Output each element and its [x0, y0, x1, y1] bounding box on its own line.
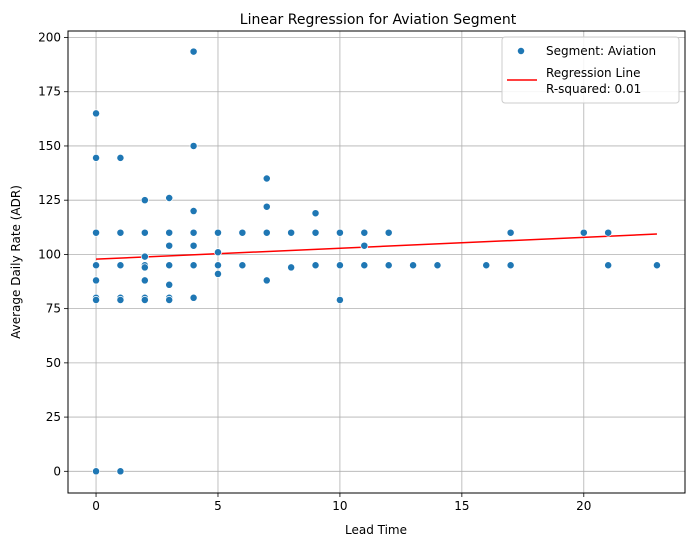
scatter-point	[604, 228, 613, 237]
scatter-point	[506, 228, 515, 237]
scatter-point	[482, 261, 491, 270]
scatter-point	[433, 261, 442, 270]
scatter-point	[384, 228, 393, 237]
scatter-point	[409, 261, 418, 270]
scatter-point	[116, 153, 125, 162]
x-tick-label: 15	[454, 499, 469, 513]
scatter-point	[165, 228, 174, 237]
scatter-point	[384, 261, 393, 270]
scatter-point	[214, 248, 222, 257]
scatter-point	[140, 263, 149, 272]
x-tick-label: 20	[576, 499, 591, 513]
scatter-point	[92, 228, 100, 237]
scatter-point	[140, 252, 149, 261]
scatter-point	[116, 228, 125, 237]
scatter-point	[189, 142, 198, 150]
scatter-point	[189, 293, 198, 302]
scatter-point	[189, 228, 198, 237]
x-tick-label: 10	[332, 499, 347, 513]
scatter-point	[360, 228, 369, 237]
scatter-point	[579, 228, 588, 237]
scatter-point	[335, 228, 344, 237]
y-tick-label: 200	[38, 31, 61, 45]
scatter-point	[140, 296, 149, 304]
scatter-point	[287, 263, 296, 272]
scatter-point	[262, 276, 271, 285]
scatter-point	[238, 261, 247, 270]
scatter-point	[189, 207, 198, 215]
scatter-point	[360, 241, 369, 250]
scatter-point	[92, 467, 100, 476]
scatter-point	[335, 296, 344, 304]
x-tick-label: 5	[214, 499, 222, 513]
scatter-point	[116, 467, 125, 476]
plot-frame	[67, 30, 686, 494]
scatter-point	[189, 241, 198, 250]
scatter-point	[335, 261, 344, 270]
scatter-point	[262, 174, 271, 183]
regression-line	[96, 233, 657, 260]
scatter-point	[92, 261, 100, 270]
scatter-point	[92, 276, 100, 285]
scatter-point	[165, 194, 174, 202]
scatter-point	[165, 296, 174, 304]
y-tick-label: 100	[38, 247, 61, 261]
scatter-point	[92, 153, 100, 162]
legend-box	[501, 36, 680, 104]
scatter-point	[262, 228, 271, 237]
y-tick-label: 150	[38, 139, 61, 153]
y-tick-label: 175	[38, 85, 61, 99]
scatter-point	[214, 261, 222, 270]
scatter-point	[311, 209, 320, 218]
scatter-point	[311, 228, 320, 237]
scatter-point	[360, 261, 369, 270]
scatter-point	[311, 261, 320, 270]
legend: Segment: Aviation Regression Line R-squa…	[501, 36, 680, 104]
scatter-point	[189, 47, 198, 56]
y-tick-label: 75	[46, 302, 61, 316]
x-tick-label: 0	[92, 499, 100, 513]
scatter-point	[116, 296, 125, 304]
legend-line-label: Regression Line	[546, 66, 640, 80]
scatter-point	[165, 280, 174, 289]
scatter-points	[92, 47, 661, 476]
legend-r-squared-label: R-squared: 0.01	[546, 82, 641, 96]
scatter-point	[165, 261, 174, 270]
regression-line-layer	[96, 233, 657, 260]
legend-scatter-marker	[517, 47, 525, 55]
scatter-point	[92, 296, 100, 304]
scatter-point	[238, 228, 247, 237]
y-axis-label: Average Daily Rate (ADR)	[9, 185, 23, 339]
scatter-point	[189, 261, 198, 270]
x-axis-label: Lead Time	[345, 523, 407, 537]
scatter-point	[262, 202, 271, 211]
scatter-point	[604, 261, 613, 270]
y-tick-label: 0	[53, 464, 61, 478]
scatter-point	[214, 269, 222, 278]
scatter-point	[116, 261, 125, 270]
scatter-point	[140, 196, 149, 205]
scatter-point	[140, 228, 149, 237]
chart-title: Linear Regression for Aviation Segment	[240, 12, 517, 28]
scatter-point	[214, 228, 222, 237]
legend-scatter-label: Segment: Aviation	[546, 44, 656, 58]
y-tick-label: 125	[38, 193, 61, 207]
scatter-point	[165, 241, 174, 250]
scatter-point	[287, 228, 296, 237]
scatter-point	[506, 261, 515, 270]
y-tick-label: 25	[46, 410, 61, 424]
scatter-point	[140, 276, 149, 285]
scatter-point	[653, 261, 661, 270]
y-tick-label: 50	[46, 356, 61, 370]
scatter-point	[92, 109, 100, 118]
